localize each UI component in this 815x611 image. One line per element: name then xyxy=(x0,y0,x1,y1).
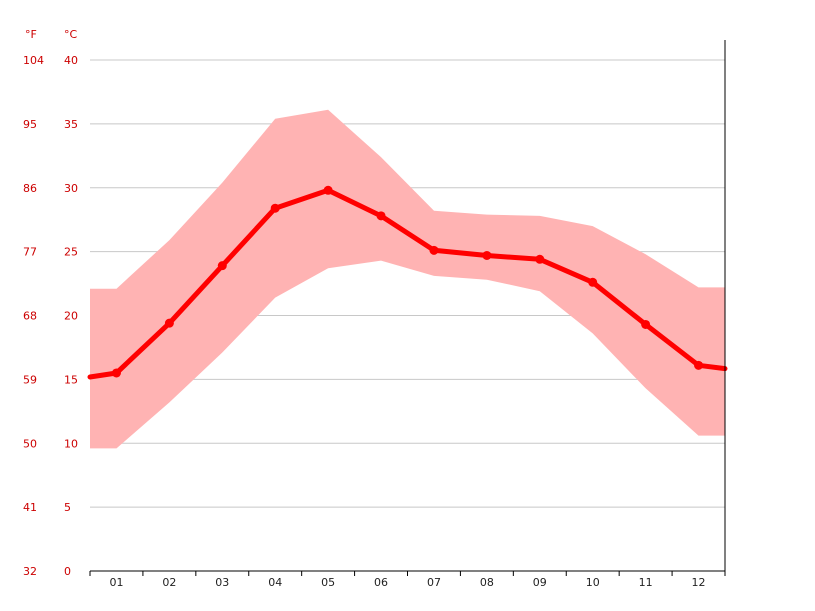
data-points xyxy=(111,185,704,378)
data-point xyxy=(535,254,545,264)
y-tick-fahrenheit: 86 xyxy=(23,182,37,195)
y-tick-celsius: 15 xyxy=(64,373,78,386)
y-tick-fahrenheit: 41 xyxy=(23,501,37,514)
x-tick-label: 04 xyxy=(268,576,282,589)
data-point xyxy=(270,203,280,213)
y-tick-fahrenheit: 59 xyxy=(23,373,37,386)
data-point xyxy=(588,277,598,287)
data-point xyxy=(111,368,121,378)
data-point xyxy=(376,211,386,221)
axes xyxy=(89,40,726,576)
data-point xyxy=(164,318,174,328)
data-point xyxy=(482,250,492,260)
y-tick-celsius: 35 xyxy=(64,118,78,131)
x-tick-label: 06 xyxy=(374,576,388,589)
x-tick-label: 11 xyxy=(639,576,653,589)
y-tick-celsius: 5 xyxy=(64,501,71,514)
data-point xyxy=(323,185,333,195)
mean-temperature-line xyxy=(87,187,728,380)
x-tick-label: 09 xyxy=(533,576,547,589)
y-tick-fahrenheit: 104 xyxy=(23,54,44,67)
y-tick-celsius: 10 xyxy=(64,437,78,450)
y-tick-fahrenheit: 32 xyxy=(23,565,37,578)
y-tick-celsius: 0 xyxy=(64,565,71,578)
unit-celsius: °C xyxy=(64,28,78,41)
x-tick-label: 05 xyxy=(321,576,335,589)
y-tick-fahrenheit: 95 xyxy=(23,118,37,131)
x-tick-label: 10 xyxy=(586,576,600,589)
y-tick-celsius: 30 xyxy=(64,182,78,195)
y-tick-fahrenheit: 77 xyxy=(23,246,37,259)
y-tick-fahrenheit: 50 xyxy=(23,437,37,450)
x-tick-label: 02 xyxy=(162,576,176,589)
data-point xyxy=(217,261,227,271)
data-point xyxy=(641,319,651,329)
x-tick-label: 08 xyxy=(480,576,494,589)
temperature-range-band xyxy=(90,109,725,449)
x-tick-label: 12 xyxy=(692,576,706,589)
y-tick-celsius: 40 xyxy=(64,54,78,67)
x-tick-label: 01 xyxy=(109,576,123,589)
x-tick-label: 03 xyxy=(215,576,229,589)
x-axis-labels: 01 02 03 04 05 06 07 08 09 10 11 12 xyxy=(109,576,705,589)
min-max-band xyxy=(90,109,725,449)
x-tick-label: 07 xyxy=(427,576,441,589)
y-tick-fahrenheit: 68 xyxy=(23,310,37,323)
data-point xyxy=(429,245,439,255)
y-axis-labels: °F °C 0 32 5 41 10 50 15 59 20 68 25 77 30 86 35 95 40 10… xyxy=(23,28,78,578)
data-point xyxy=(694,360,704,370)
y-tick-celsius: 25 xyxy=(64,246,78,259)
unit-fahrenheit: °F xyxy=(25,28,37,41)
y-tick-celsius: 20 xyxy=(64,310,78,323)
temperature-line xyxy=(87,187,728,380)
